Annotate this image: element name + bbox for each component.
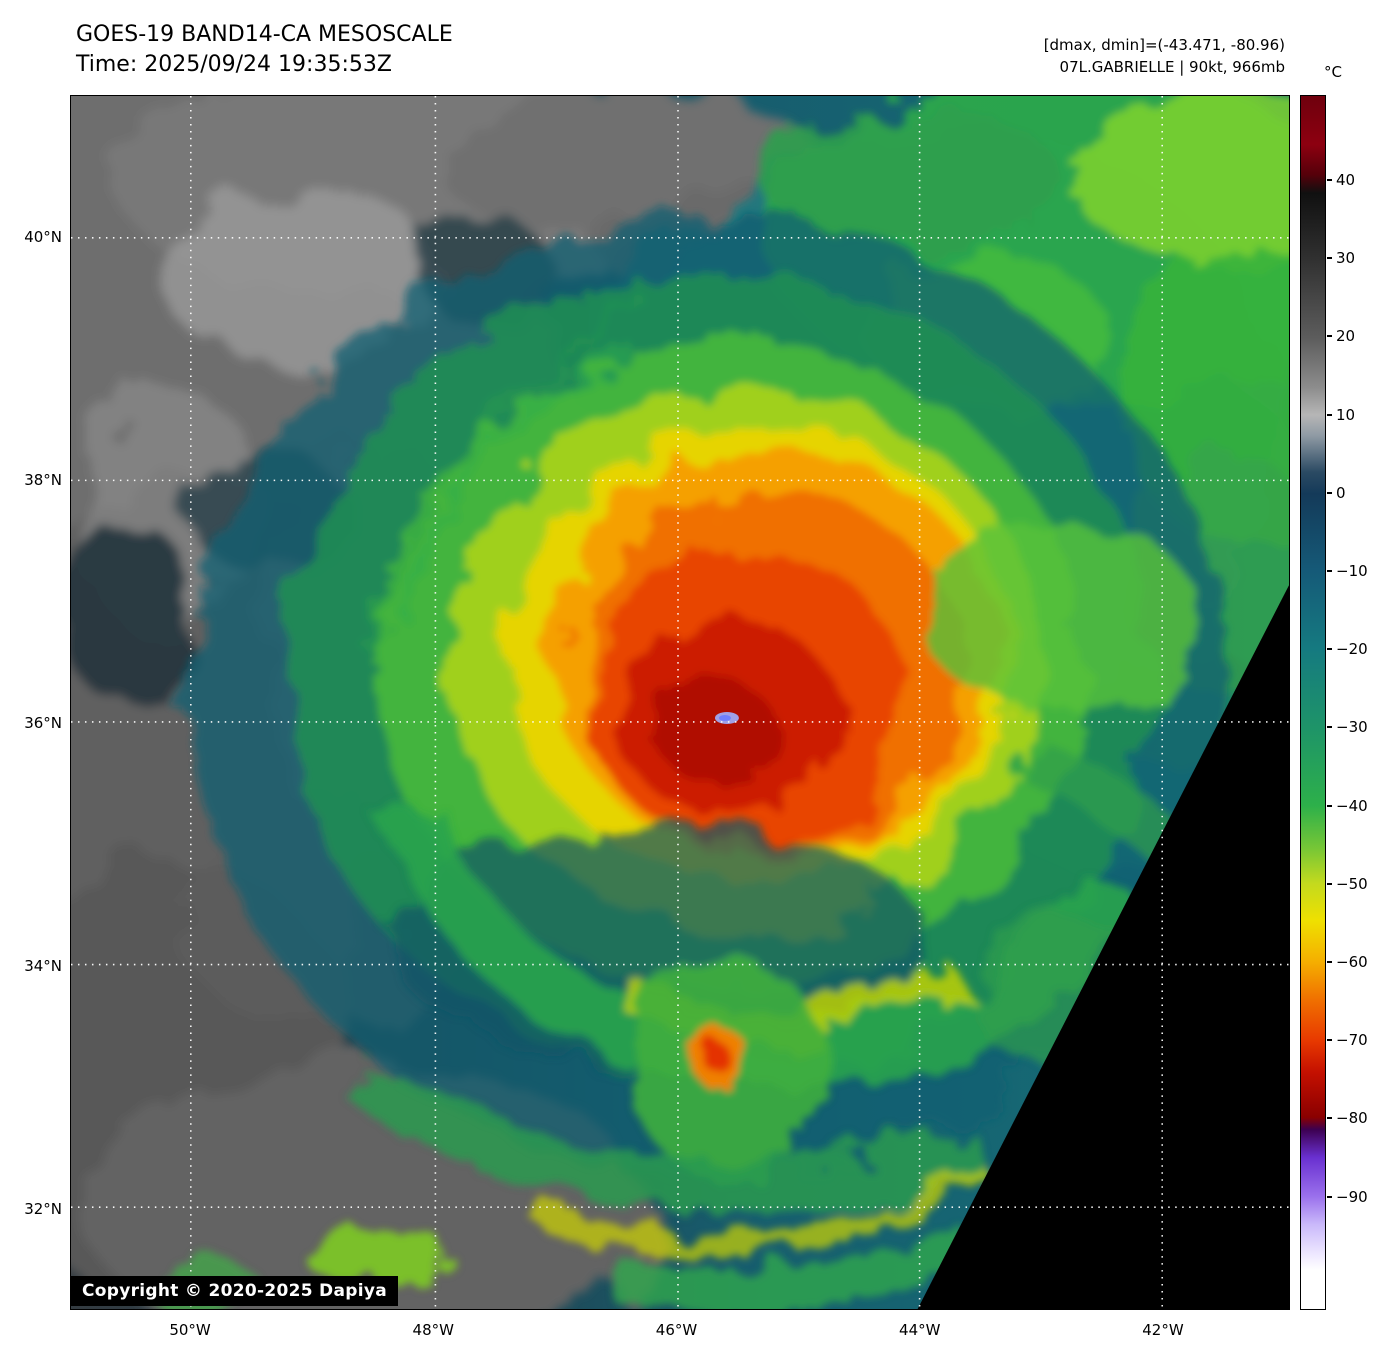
colorbar-tick-label: −70 (1336, 1031, 1368, 1050)
colorbar-tick-label: −20 (1336, 640, 1368, 659)
lat-label: 32°N (24, 1200, 62, 1219)
page-title: GOES-19 BAND14-CA MESOSCALE (76, 22, 453, 47)
satellite-scene (71, 96, 1289, 1309)
colorbar-tick-label: 10 (1336, 405, 1356, 424)
eye-marker (714, 711, 739, 724)
no-data-wedge (917, 585, 1289, 1309)
colorbar-tick-mark (1327, 726, 1332, 729)
lat-label: 36°N (24, 714, 62, 733)
colorbar-tick-label: −90 (1336, 1187, 1368, 1206)
colorbar-tick-label: −40 (1336, 796, 1368, 815)
colorbar-tick-label: −30 (1336, 718, 1368, 737)
colorbar-tick-mark (1327, 1039, 1332, 1042)
colorbar (1300, 95, 1326, 1310)
colorbar-tick-mark (1327, 179, 1332, 182)
storm-info-label: 07L.GABRIELLE | 90kt, 966mb (1059, 58, 1285, 76)
satellite-map: Copyright © 2020-2025 Dapiya (70, 95, 1290, 1310)
colorbar-tick-mark (1327, 1195, 1332, 1198)
colorbar-tick-label: −10 (1336, 562, 1368, 581)
colorbar-tick-mark (1327, 570, 1332, 573)
lon-label: 46°W (655, 1321, 698, 1339)
colorbar-tick-mark (1327, 804, 1332, 807)
colorbar-tick-mark (1327, 257, 1332, 260)
colorbar-tick-mark (1327, 413, 1332, 416)
lon-label: 44°W (899, 1321, 941, 1339)
copyright-label: Copyright © 2020-2025 Dapiya (71, 1276, 398, 1306)
colorbar-tick-mark (1327, 491, 1332, 494)
colorbar-tick-label: −60 (1336, 953, 1368, 972)
colorbar-tick-label: −50 (1336, 874, 1368, 893)
colorbar-tick-label: 20 (1336, 327, 1356, 346)
colorbar-tick-mark (1327, 882, 1332, 885)
lon-label: 50°W (169, 1321, 211, 1339)
colorbar-tick-mark (1327, 1117, 1332, 1120)
timestamp-label: Time: 2025/09/24 19:35:53Z (76, 52, 392, 77)
lat-label: 34°N (24, 957, 62, 976)
lon-label: 42°W (1142, 1321, 1184, 1339)
colorbar-tick-mark (1327, 335, 1332, 338)
colorbar-tick-mark (1327, 961, 1332, 964)
lon-label: 48°W (412, 1321, 454, 1339)
lat-label: 38°N (24, 471, 62, 490)
colorbar-tick-label: −80 (1336, 1109, 1368, 1128)
dmax-dmin-label: [dmax, dmin]=(-43.471, -80.96) (1043, 36, 1285, 54)
colorbar-tick-mark (1327, 648, 1332, 651)
lat-label: 40°N (24, 228, 62, 247)
graticule (71, 96, 1289, 1309)
colorbar-tick-label: 40 (1336, 171, 1356, 190)
colorbar-tick-label: 0 (1336, 483, 1346, 502)
rainband-layer (140, 803, 1170, 1309)
colorbar-unit-label: °C (1324, 63, 1342, 81)
colorbar-tick-label: 30 (1336, 249, 1356, 268)
header-left: GOES-19 BAND14-CA MESOSCALE Time: 2025/0… (76, 20, 453, 80)
header-right: [dmax, dmin]=(-43.471, -80.96) 07L.GABRI… (1044, 34, 1285, 78)
